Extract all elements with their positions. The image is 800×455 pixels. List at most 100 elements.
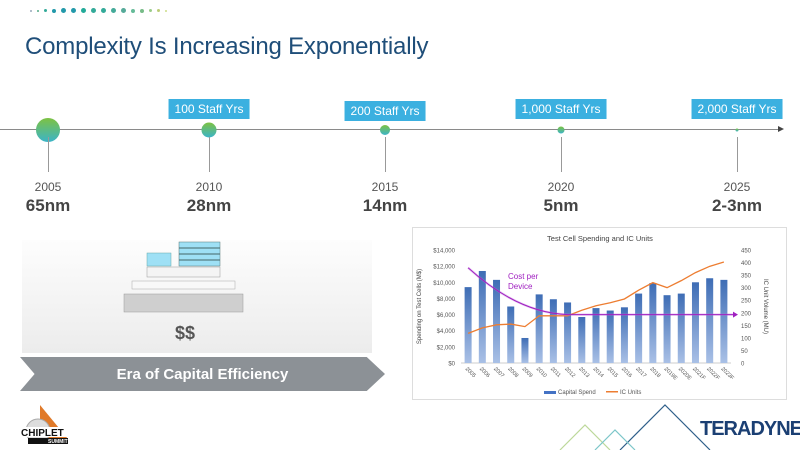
- legend-swatch-ic-units: [606, 391, 618, 393]
- chart-container: Test Cell Spending and IC Units $0 $2,000 $…: [412, 227, 787, 400]
- staff-years-badge: 2,000 Staff Yrs: [691, 99, 783, 119]
- dot: [81, 8, 86, 13]
- cost-label: $$: [175, 323, 196, 343]
- test-cell-chart: Test Cell Spending and IC Units $0 $2,000 $…: [417, 234, 768, 396]
- timeline-year: 2015: [371, 180, 399, 194]
- legend-ic-units: IC Units: [620, 390, 641, 396]
- chip-package-illustration: [123, 241, 244, 313]
- x-tick-label: 2017: [634, 366, 647, 379]
- y-right-tick-label: 150: [741, 324, 752, 330]
- dot: [30, 9, 32, 12]
- chip-package-panel: [22, 240, 372, 353]
- timeline-node-size: 2-3nm: [711, 196, 763, 215]
- timeline-stem: [561, 137, 562, 172]
- y-tick-label: $10,000: [433, 281, 455, 287]
- dot: [140, 8, 144, 13]
- bar-capital-spend: [720, 279, 728, 363]
- timeline-node-size: 14nm: [362, 196, 408, 215]
- timeline-node: [735, 128, 739, 132]
- y-right-tick-label: 450: [741, 249, 752, 255]
- x-tick-label: 2005: [464, 366, 477, 379]
- line-ic-units: [467, 261, 725, 334]
- dot: [44, 9, 47, 12]
- svg-text:CHIPLET: CHIPLET: [21, 428, 64, 439]
- dot: [131, 8, 135, 13]
- dot: [149, 9, 152, 12]
- y-tick-label: $14,000: [433, 249, 455, 255]
- dot: [111, 8, 116, 13]
- annotation-cost-per-device-line2: Device: [508, 282, 533, 291]
- y-right-tick-label: 200: [741, 311, 752, 317]
- bar-capital-spend: [691, 282, 699, 363]
- dot: [37, 9, 39, 12]
- y-tick-label: $6,000: [437, 313, 456, 319]
- cost-per-device-curve: [467, 267, 733, 316]
- x-tick-label: 2014: [592, 366, 605, 379]
- x-tick-label: 2007: [492, 366, 505, 379]
- x-tick-label: 2015: [606, 366, 619, 379]
- staff-years-badge: 100 Staff Yrs: [168, 99, 250, 119]
- timeline-stem: [209, 137, 210, 172]
- x-tick-label: 2008: [506, 366, 519, 379]
- dot: [157, 9, 160, 12]
- x-tick-label: 2023F: [719, 366, 735, 382]
- x-tick-label: 2011: [549, 366, 562, 379]
- y-tick-label: $2,000: [437, 345, 456, 351]
- y-right-tick-label: 400: [741, 261, 752, 267]
- x-tick-label: 2022F: [705, 366, 721, 382]
- bar-capital-spend: [464, 287, 472, 363]
- slide-title: Complexity Is Increasing Exponentially: [25, 33, 429, 60]
- timeline-year: 2020: [547, 180, 575, 194]
- timeline-arrow-icon: [778, 126, 784, 132]
- timeline-node-size: 5nm: [543, 196, 579, 215]
- y-right-tick-label: 100: [741, 336, 752, 342]
- timeline-stem: [48, 137, 49, 172]
- bar-capital-spend: [478, 270, 486, 363]
- bar-capital-spend: [620, 307, 628, 363]
- y-right-tick-label: 350: [741, 274, 752, 280]
- svg-text:SUMMIT: SUMMIT: [48, 439, 68, 445]
- bar-capital-spend: [706, 278, 714, 363]
- bar-capital-spend: [507, 306, 515, 363]
- x-tick-label: 2010: [535, 366, 548, 379]
- staff-years-badge: 200 Staff Yrs: [344, 101, 426, 121]
- bar-capital-spend: [606, 310, 614, 363]
- y-right-axis-label: IC Unit Volume (MU): [762, 279, 768, 334]
- staff-years-badge: 1,000 Staff Yrs: [515, 99, 607, 119]
- timeline-node-size: 65nm: [25, 196, 71, 215]
- y-tick-label: $4,000: [437, 329, 456, 335]
- bar-capital-spend: [663, 295, 671, 363]
- cost-arrow-icon: [733, 311, 738, 318]
- y-tick-label: $0: [448, 362, 455, 368]
- x-tick-label: 2012: [563, 366, 576, 379]
- timeline-axis: [0, 129, 780, 130]
- bar-capital-spend: [535, 294, 543, 363]
- y-right-tick-label: 300: [741, 286, 752, 292]
- timeline-node: [380, 125, 390, 135]
- x-tick-label: 2021F: [691, 366, 707, 382]
- x-tick-label: 2018: [648, 366, 661, 379]
- timeline-year: 2025: [723, 180, 751, 194]
- decorative-diamonds: [555, 400, 715, 455]
- era-banner: Era of Capital Efficiency: [20, 357, 385, 391]
- legend-swatch-capital-spend: [544, 391, 556, 394]
- y-right-tick-label: 250: [741, 299, 752, 305]
- x-tick-label: 2020E: [677, 366, 693, 382]
- y-right-tick-label: 0: [741, 362, 745, 368]
- x-tick-label: 2016: [620, 366, 633, 379]
- y-axis-label: Spending on Test Cells (M$): [417, 269, 423, 344]
- annotation-cost-per-device: Cost per: [508, 272, 539, 281]
- dot: [101, 8, 106, 13]
- x-tick-label: 2006: [478, 366, 491, 379]
- x-tick-label: 2019E: [663, 366, 679, 382]
- timeline-stem: [385, 137, 386, 172]
- timeline-node-size: 28nm: [186, 196, 232, 215]
- y-tick-label: $12,000: [433, 265, 455, 271]
- bar-capital-spend: [578, 316, 586, 363]
- bar-capital-spend: [549, 299, 557, 363]
- bar-capital-spend: [677, 293, 685, 363]
- x-tick-label: 2013: [577, 366, 590, 379]
- bar-capital-spend: [649, 283, 657, 363]
- bar-capital-spend: [493, 279, 501, 363]
- dot: [52, 8, 56, 13]
